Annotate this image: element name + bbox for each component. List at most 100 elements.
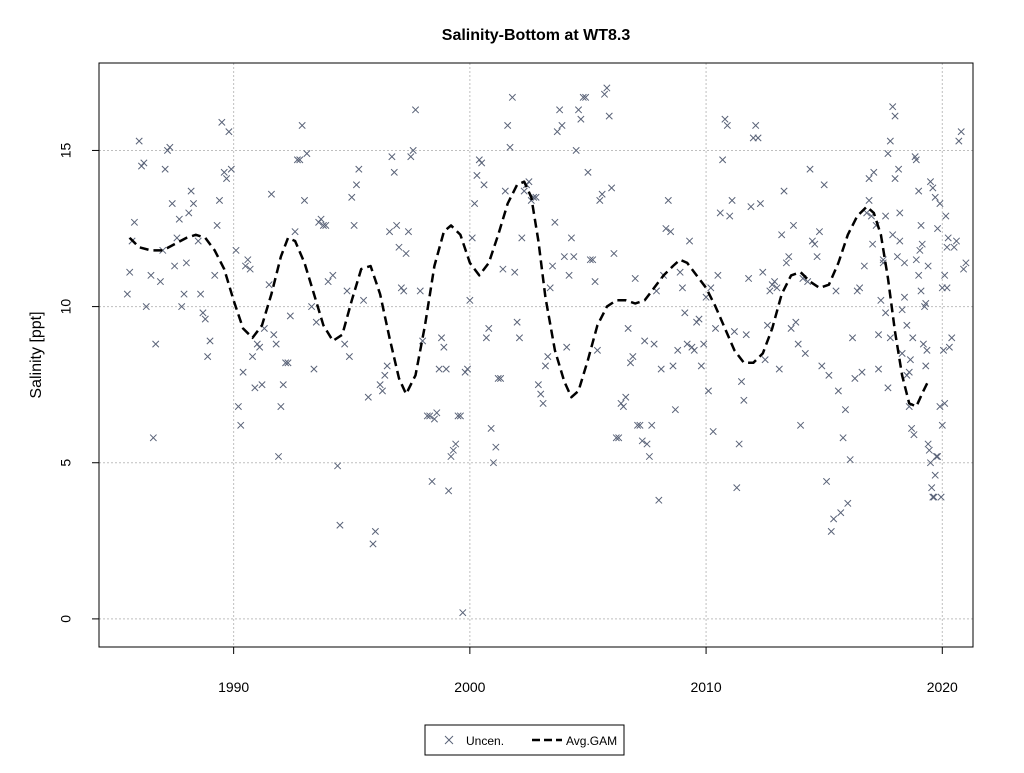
- data-point: [511, 268, 519, 276]
- data-point: [702, 293, 710, 301]
- data-point: [296, 156, 304, 164]
- data-point: [657, 365, 665, 373]
- data-point: [924, 262, 932, 270]
- data-point: [851, 374, 859, 382]
- data-point: [942, 212, 950, 220]
- data-point: [598, 190, 606, 198]
- data-point: [936, 402, 944, 411]
- y-tick-label: 10: [58, 299, 74, 315]
- data-point: [423, 412, 431, 420]
- data-point: [237, 421, 245, 429]
- data-point: [508, 93, 516, 101]
- data-point: [841, 406, 849, 414]
- data-point: [390, 168, 398, 176]
- data-point: [466, 296, 474, 304]
- data-point: [253, 340, 261, 348]
- data-point: [407, 153, 415, 161]
- data-point: [939, 346, 948, 354]
- data-point: [360, 296, 368, 304]
- data-point: [135, 137, 143, 145]
- data-point: [910, 431, 918, 439]
- data-point: [903, 371, 911, 379]
- data-point: [518, 234, 526, 242]
- data-point: [541, 362, 550, 370]
- data-point: [241, 262, 250, 270]
- data-point: [945, 343, 953, 351]
- data-point: [560, 253, 568, 261]
- y-tick-label: 0: [58, 615, 74, 623]
- data-point: [291, 228, 299, 236]
- data-point: [152, 340, 160, 348]
- data-point: [397, 284, 405, 292]
- data-point: [215, 196, 224, 204]
- data-point: [889, 103, 897, 111]
- data-point: [284, 359, 292, 367]
- data-point: [428, 477, 436, 486]
- data-point: [931, 471, 939, 479]
- x-tick-label: 1990: [218, 679, 249, 695]
- data-point: [844, 499, 852, 507]
- data-point: [932, 452, 940, 461]
- data-point: [664, 196, 672, 204]
- data-point: [239, 368, 247, 376]
- data-point: [938, 421, 946, 429]
- data-point: [492, 443, 500, 451]
- data-point: [244, 256, 252, 264]
- data-point: [723, 121, 731, 130]
- data-point: [142, 303, 150, 311]
- data-point: [525, 178, 533, 186]
- data-point: [662, 224, 670, 233]
- data-point: [286, 312, 294, 320]
- data-point: [917, 287, 925, 295]
- data-point: [896, 209, 904, 217]
- data-point: [884, 384, 892, 392]
- data-point: [631, 274, 639, 283]
- data-point: [950, 243, 958, 251]
- data-point: [667, 228, 675, 236]
- data-point: [220, 168, 228, 176]
- data-point: [733, 484, 741, 492]
- data-point: [674, 346, 682, 354]
- data-point: [315, 218, 323, 226]
- data-point: [737, 377, 746, 386]
- data-point: [482, 334, 490, 342]
- legend-label-avg-gam: Avg.GAM: [566, 734, 617, 748]
- data-point: [766, 287, 774, 295]
- data-point: [846, 456, 854, 464]
- data-point: [303, 150, 311, 158]
- data-point: [350, 221, 358, 229]
- data-point: [364, 393, 372, 401]
- data-point: [478, 159, 486, 167]
- data-point: [501, 187, 509, 195]
- data-point: [863, 209, 871, 217]
- data-point: [430, 415, 438, 423]
- data-point: [785, 253, 793, 261]
- data-point: [572, 146, 580, 154]
- data-point: [818, 362, 826, 370]
- data-point: [889, 231, 897, 239]
- data-point: [411, 106, 420, 114]
- legend-label-uncen: Uncen.: [466, 734, 504, 748]
- data-point: [140, 159, 148, 167]
- data-point: [310, 365, 318, 373]
- data-point: [711, 324, 720, 333]
- y-axis: 0 5 10 15: [58, 142, 99, 623]
- data-point: [721, 115, 729, 123]
- data-point: [277, 402, 285, 411]
- data-point: [435, 365, 443, 373]
- data-point: [211, 271, 219, 279]
- data-point: [690, 346, 698, 354]
- data-point: [345, 353, 353, 361]
- data-point: [475, 156, 483, 164]
- data-point: [497, 374, 505, 382]
- data-point: [787, 324, 795, 333]
- data-point: [624, 324, 632, 333]
- data-point: [929, 493, 937, 501]
- data-point: [232, 246, 240, 254]
- data-point: [773, 284, 781, 292]
- data-point: [123, 290, 131, 298]
- data-point: [248, 353, 257, 361]
- data-point: [532, 193, 540, 201]
- data-point: [815, 228, 824, 236]
